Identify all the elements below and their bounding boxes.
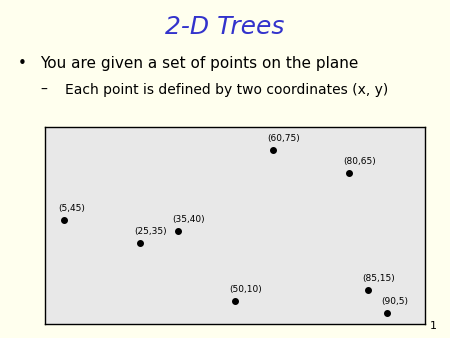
Text: –: – [40, 83, 47, 97]
Text: (60,75): (60,75) [267, 134, 300, 143]
Text: •: • [18, 56, 27, 71]
Text: (25,35): (25,35) [135, 227, 167, 236]
Text: 1: 1 [429, 321, 436, 331]
Text: (80,65): (80,65) [343, 157, 376, 166]
Text: You are given a set of points on the plane: You are given a set of points on the pla… [40, 56, 359, 71]
Text: Each point is defined by two coordinates (x, y): Each point is defined by two coordinates… [65, 83, 388, 97]
Text: (85,15): (85,15) [363, 273, 395, 283]
Text: 2-D Trees: 2-D Trees [165, 15, 285, 39]
Text: (90,5): (90,5) [382, 297, 409, 306]
Text: (35,40): (35,40) [172, 215, 205, 224]
Text: (5,45): (5,45) [58, 204, 85, 213]
Text: (50,10): (50,10) [230, 285, 262, 294]
